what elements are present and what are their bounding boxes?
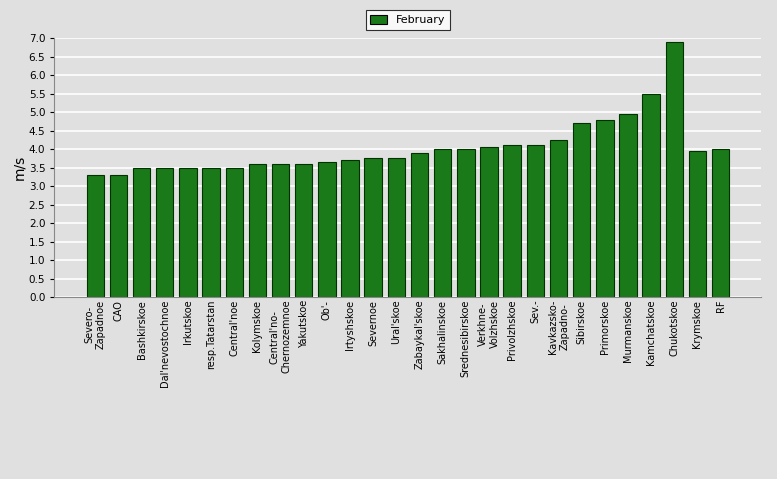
Bar bbox=[643, 94, 660, 297]
Bar bbox=[596, 120, 614, 297]
Bar bbox=[295, 164, 312, 297]
Bar bbox=[272, 164, 289, 297]
Bar bbox=[133, 168, 150, 297]
Bar bbox=[573, 123, 591, 297]
Bar bbox=[550, 140, 567, 297]
Bar bbox=[318, 162, 336, 297]
Bar bbox=[86, 175, 104, 297]
Y-axis label: m/s: m/s bbox=[12, 155, 26, 180]
Bar bbox=[202, 168, 220, 297]
Legend: February: February bbox=[366, 10, 450, 30]
Bar bbox=[480, 148, 498, 297]
Bar bbox=[503, 146, 521, 297]
Bar bbox=[712, 149, 730, 297]
Bar bbox=[666, 42, 683, 297]
Bar bbox=[341, 160, 359, 297]
Bar bbox=[110, 175, 127, 297]
Bar bbox=[179, 168, 197, 297]
Bar bbox=[434, 149, 451, 297]
Bar bbox=[249, 164, 266, 297]
Bar bbox=[225, 168, 243, 297]
Bar bbox=[619, 114, 636, 297]
Bar bbox=[688, 151, 706, 297]
Bar bbox=[411, 153, 428, 297]
Bar bbox=[364, 159, 382, 297]
Bar bbox=[457, 149, 475, 297]
Bar bbox=[156, 168, 173, 297]
Bar bbox=[388, 159, 405, 297]
Bar bbox=[527, 146, 544, 297]
